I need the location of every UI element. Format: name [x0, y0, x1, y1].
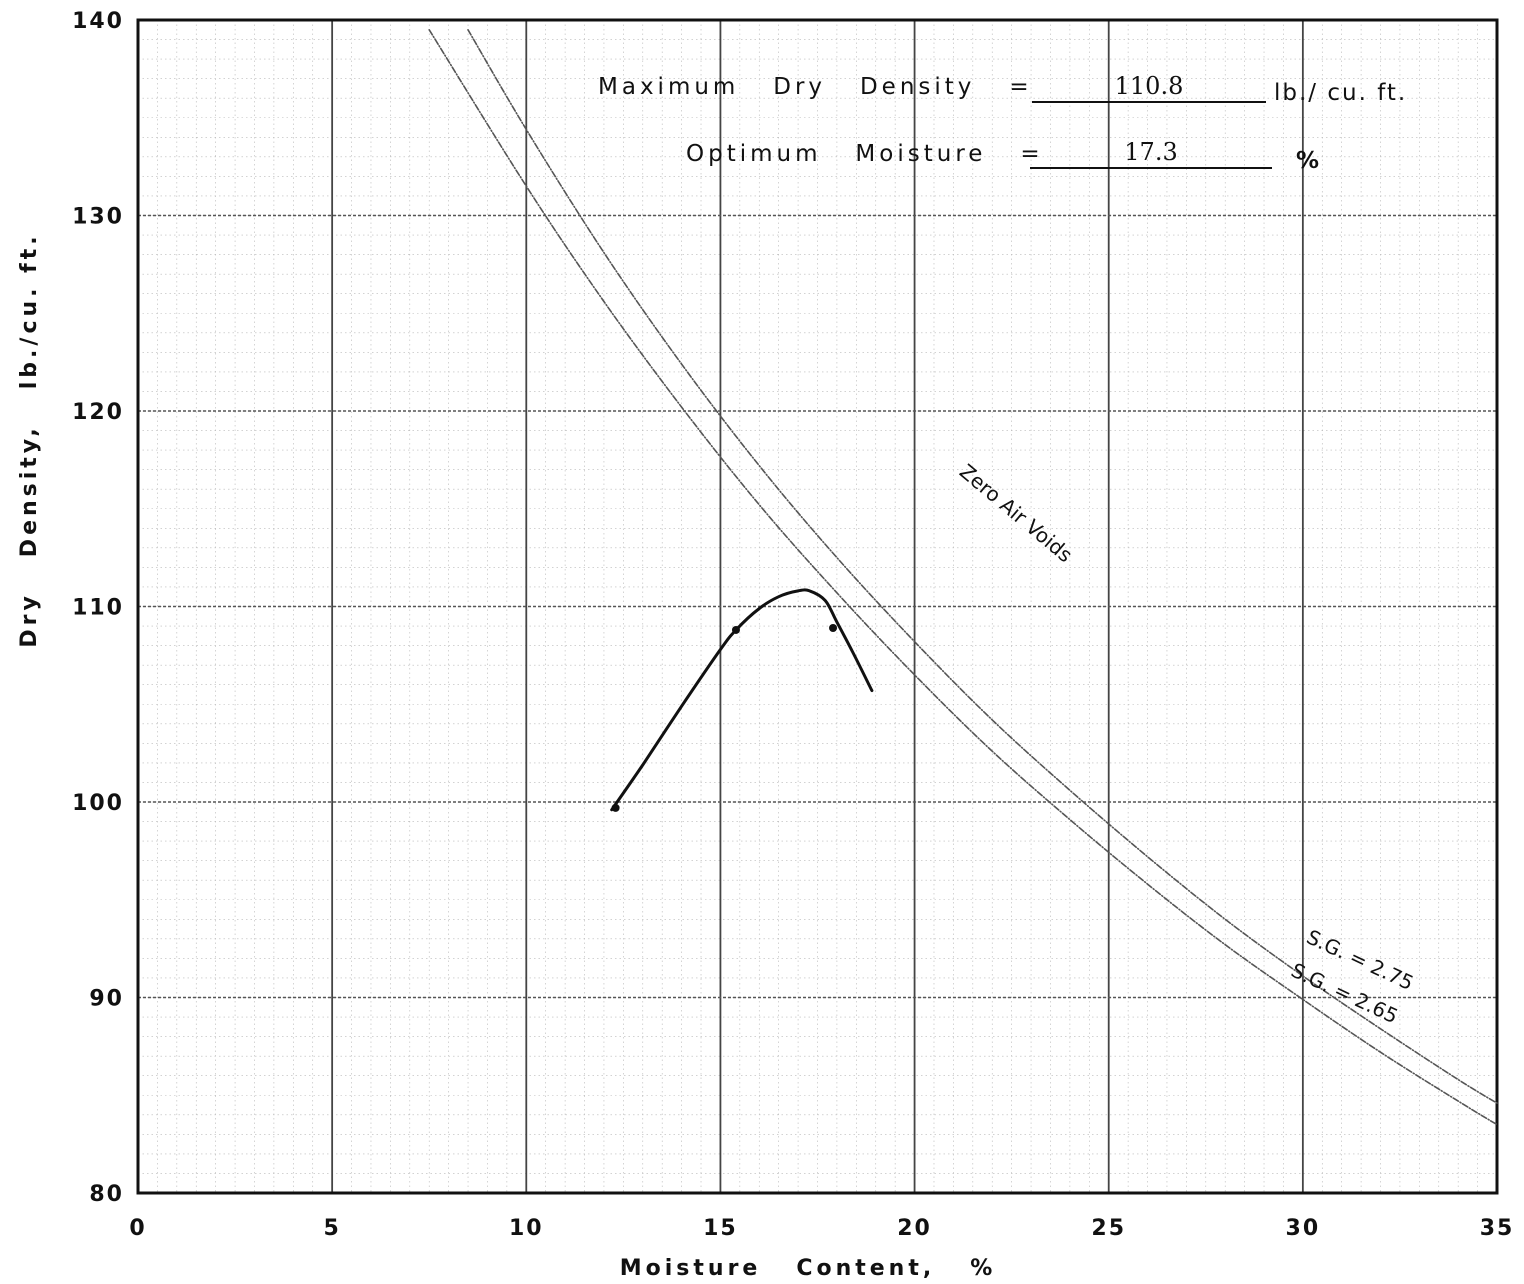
y-tick-labels: 80 90 100 110 120 130 140 [72, 9, 124, 1207]
y-tick-label: 110 [72, 596, 124, 621]
x-tick-labels: 0 5 10 15 20 25 30 35 [129, 1216, 1515, 1241]
y-tick-label: 80 [89, 1182, 124, 1207]
y-tick-label: 90 [89, 987, 124, 1012]
optimum-moisture-label: Optimum Moisture = [686, 141, 1044, 167]
zero-air-voids-curve-2 [428, 29, 1498, 1126]
x-tick-label: 20 [897, 1216, 932, 1241]
max-dry-density-label: Maximum Dry Density = [598, 74, 1033, 100]
y-tick-label: 140 [72, 9, 124, 34]
compaction-curve [610, 588, 874, 812]
x-tick-label: 5 [323, 1216, 340, 1241]
data-point [731, 625, 740, 634]
y-tick-label: 120 [72, 400, 124, 425]
y-tick-label: 130 [72, 205, 124, 230]
x-tick-label: 35 [1480, 1216, 1515, 1241]
curve-annotation: Zero Air Voids [955, 459, 1077, 567]
zero-air-voids-curve-1 [467, 29, 1498, 1104]
plot-frame [136, 18, 1499, 1195]
y-axis-title: Dry Density, lb./cu. ft. [17, 232, 42, 647]
data-point [829, 624, 838, 633]
x-tick-label: 10 [509, 1216, 544, 1241]
data-point [611, 803, 620, 812]
y-tick-label: 100 [72, 791, 124, 816]
series-layer [428, 29, 1498, 1126]
max-dry-density-unit: lb./ cu. ft. [1274, 80, 1408, 106]
x-tick-label: 0 [129, 1216, 146, 1241]
x-tick-label: 25 [1091, 1216, 1126, 1241]
optimum-moisture-value: 17.3 [1030, 138, 1272, 169]
max-dry-density-value: 110.8 [1032, 72, 1266, 103]
x-tick-label: 30 [1286, 1216, 1321, 1241]
data-points [611, 624, 838, 812]
optimum-moisture-unit: % [1296, 148, 1324, 174]
x-tick-label: 15 [703, 1216, 738, 1241]
x-axis-title: Moisture Content, % [620, 1256, 997, 1281]
